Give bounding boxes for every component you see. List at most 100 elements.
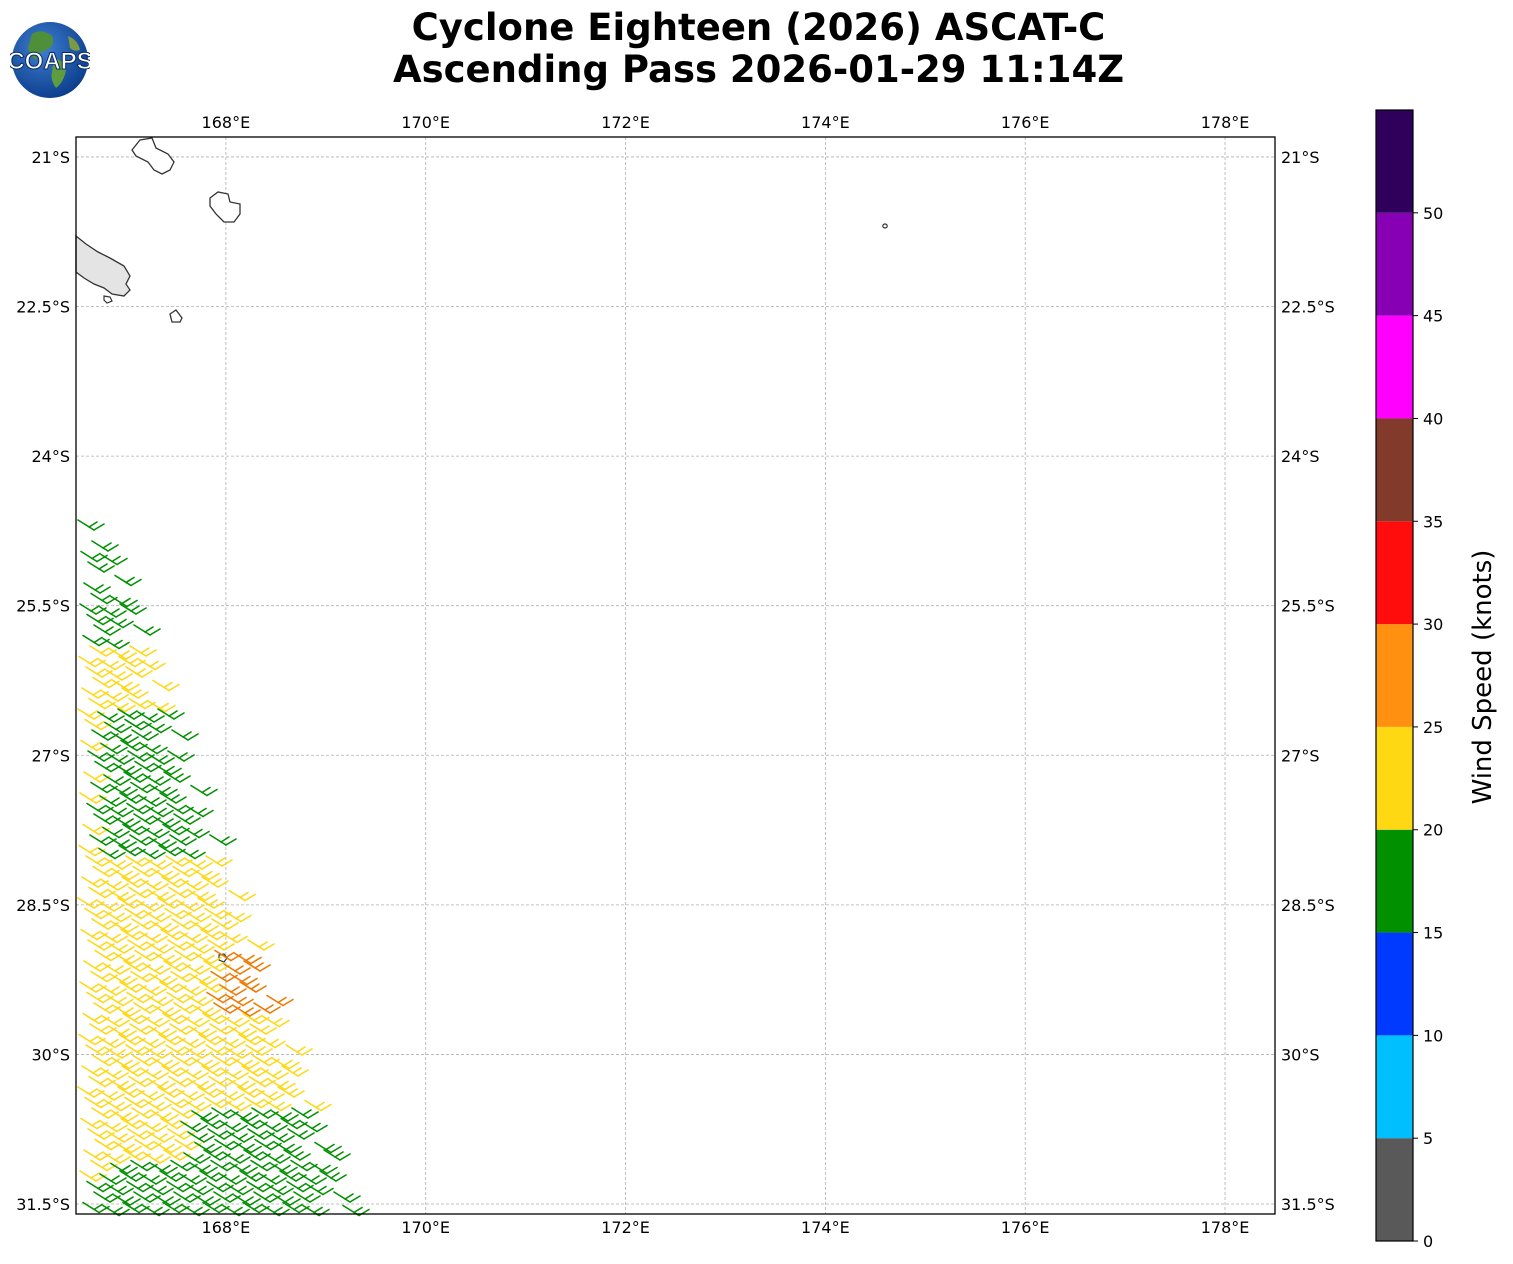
wind-barb bbox=[103, 963, 131, 975]
wind-barb bbox=[159, 792, 187, 804]
wind-barb bbox=[197, 897, 225, 909]
wind-barb bbox=[106, 994, 134, 1007]
wind-barb bbox=[207, 939, 235, 951]
wind-barb bbox=[114, 952, 142, 965]
wind-barb bbox=[270, 1162, 298, 1175]
wind-barb bbox=[150, 973, 178, 986]
wind-barb bbox=[187, 1131, 215, 1143]
walpole-island-coast bbox=[169, 309, 183, 323]
wind-barb bbox=[144, 721, 172, 734]
wind-barb bbox=[112, 679, 140, 692]
wind-barb bbox=[190, 973, 218, 986]
wind-barb bbox=[217, 1089, 245, 1101]
wind-barb bbox=[98, 1036, 126, 1049]
wind-barb bbox=[105, 858, 133, 870]
wind-barb bbox=[101, 1068, 129, 1080]
wind-barb bbox=[111, 1110, 139, 1122]
wind-barb bbox=[225, 1047, 253, 1059]
wind-barb bbox=[97, 900, 125, 912]
lat-tick-label-right: 25.5°S bbox=[1281, 597, 1335, 616]
wind-barb bbox=[194, 1141, 222, 1154]
wind-barb bbox=[110, 784, 138, 797]
wind-barb bbox=[192, 868, 220, 881]
wind-barb bbox=[283, 1149, 311, 1161]
lat-tick-label-left: 30°S bbox=[31, 1045, 70, 1064]
wind-barb bbox=[267, 1131, 295, 1143]
colorbar-bin bbox=[1376, 932, 1413, 1036]
wind-barb bbox=[152, 679, 180, 692]
colorbar: 0 5 10 15 20 25 30 35 40 45 50 bbox=[1375, 109, 1443, 1251]
wind-barb bbox=[144, 910, 172, 923]
wind-barb bbox=[173, 813, 201, 825]
wind-barb bbox=[147, 942, 175, 954]
wind-barb bbox=[183, 963, 211, 975]
wind-barb bbox=[260, 1120, 288, 1133]
wind-barb bbox=[219, 984, 247, 996]
wind-barb bbox=[281, 1065, 309, 1077]
lat-tick-label-left: 31.5°S bbox=[16, 1195, 70, 1214]
wind-barb bbox=[77, 519, 105, 531]
lon-tick-label-bottom: 172°E bbox=[601, 1218, 650, 1237]
lon-tick-label-bottom: 168°E bbox=[202, 1218, 251, 1237]
wind-barb bbox=[112, 1057, 140, 1070]
lon-tick-label-top: 170°E bbox=[401, 113, 450, 132]
wind-barb bbox=[137, 900, 165, 912]
wind-barb bbox=[146, 805, 174, 818]
wind-barb bbox=[99, 984, 127, 996]
wind-barb bbox=[209, 834, 237, 846]
wind-barb bbox=[191, 1110, 219, 1122]
wind-barb bbox=[111, 921, 139, 933]
colorbar-bin bbox=[1376, 624, 1413, 727]
wind-barb bbox=[109, 837, 137, 849]
wind-barb bbox=[233, 1005, 261, 1017]
wind-barb bbox=[113, 816, 141, 828]
wind-barb bbox=[249, 1023, 277, 1035]
wind-barb bbox=[223, 963, 251, 975]
wind-barb bbox=[102, 637, 130, 650]
wind-barb bbox=[108, 889, 136, 902]
wind-barb bbox=[154, 1141, 182, 1154]
wind-barb bbox=[106, 616, 134, 629]
wind-barb bbox=[138, 658, 166, 671]
wind-barb bbox=[137, 1089, 165, 1101]
wind-barb bbox=[177, 1089, 205, 1101]
wind-barb bbox=[106, 1183, 134, 1196]
wind-barb bbox=[142, 1015, 170, 1028]
wind-barb bbox=[139, 795, 167, 807]
wind-barb bbox=[186, 1183, 214, 1196]
wind-barb bbox=[291, 1107, 319, 1119]
wind-barb bbox=[141, 879, 169, 891]
wind-barb bbox=[333, 1191, 361, 1203]
lon-tick-label-bottom: 178°E bbox=[1201, 1218, 1250, 1237]
wind-barb bbox=[259, 1173, 287, 1185]
map-frame bbox=[75, 136, 1276, 1215]
wind-barb bbox=[119, 603, 147, 615]
wind-barb bbox=[151, 1110, 179, 1122]
wind-barb bbox=[112, 868, 140, 881]
wind-barb bbox=[147, 753, 175, 765]
wind-barb bbox=[181, 879, 209, 891]
wind-barb bbox=[271, 1110, 299, 1122]
colorbar-tick-label: 20 bbox=[1423, 821, 1443, 840]
wind-barb bbox=[191, 921, 219, 933]
wind-barb bbox=[97, 711, 125, 723]
wind-barb bbox=[266, 1183, 294, 1196]
island-coast bbox=[103, 295, 113, 304]
wind-barb bbox=[230, 973, 258, 986]
wind-barb bbox=[153, 816, 181, 828]
coastlines bbox=[75, 137, 888, 963]
wind-barb bbox=[153, 1005, 181, 1017]
wind-barb bbox=[184, 910, 212, 923]
wind-barb bbox=[182, 1015, 210, 1028]
wind-barb bbox=[231, 1110, 259, 1122]
wind-barb bbox=[105, 669, 133, 681]
wind-barb bbox=[314, 1141, 342, 1154]
wind-barb bbox=[184, 1099, 212, 1112]
wind-barb bbox=[277, 1086, 305, 1098]
title-line-2: Ascending Pass 2026-01-29 11:14Z bbox=[392, 48, 1125, 91]
colorbar-bin bbox=[1376, 521, 1413, 625]
wind-barb bbox=[300, 1120, 328, 1133]
wind-barb bbox=[178, 1036, 206, 1049]
wind-barb bbox=[108, 700, 136, 713]
